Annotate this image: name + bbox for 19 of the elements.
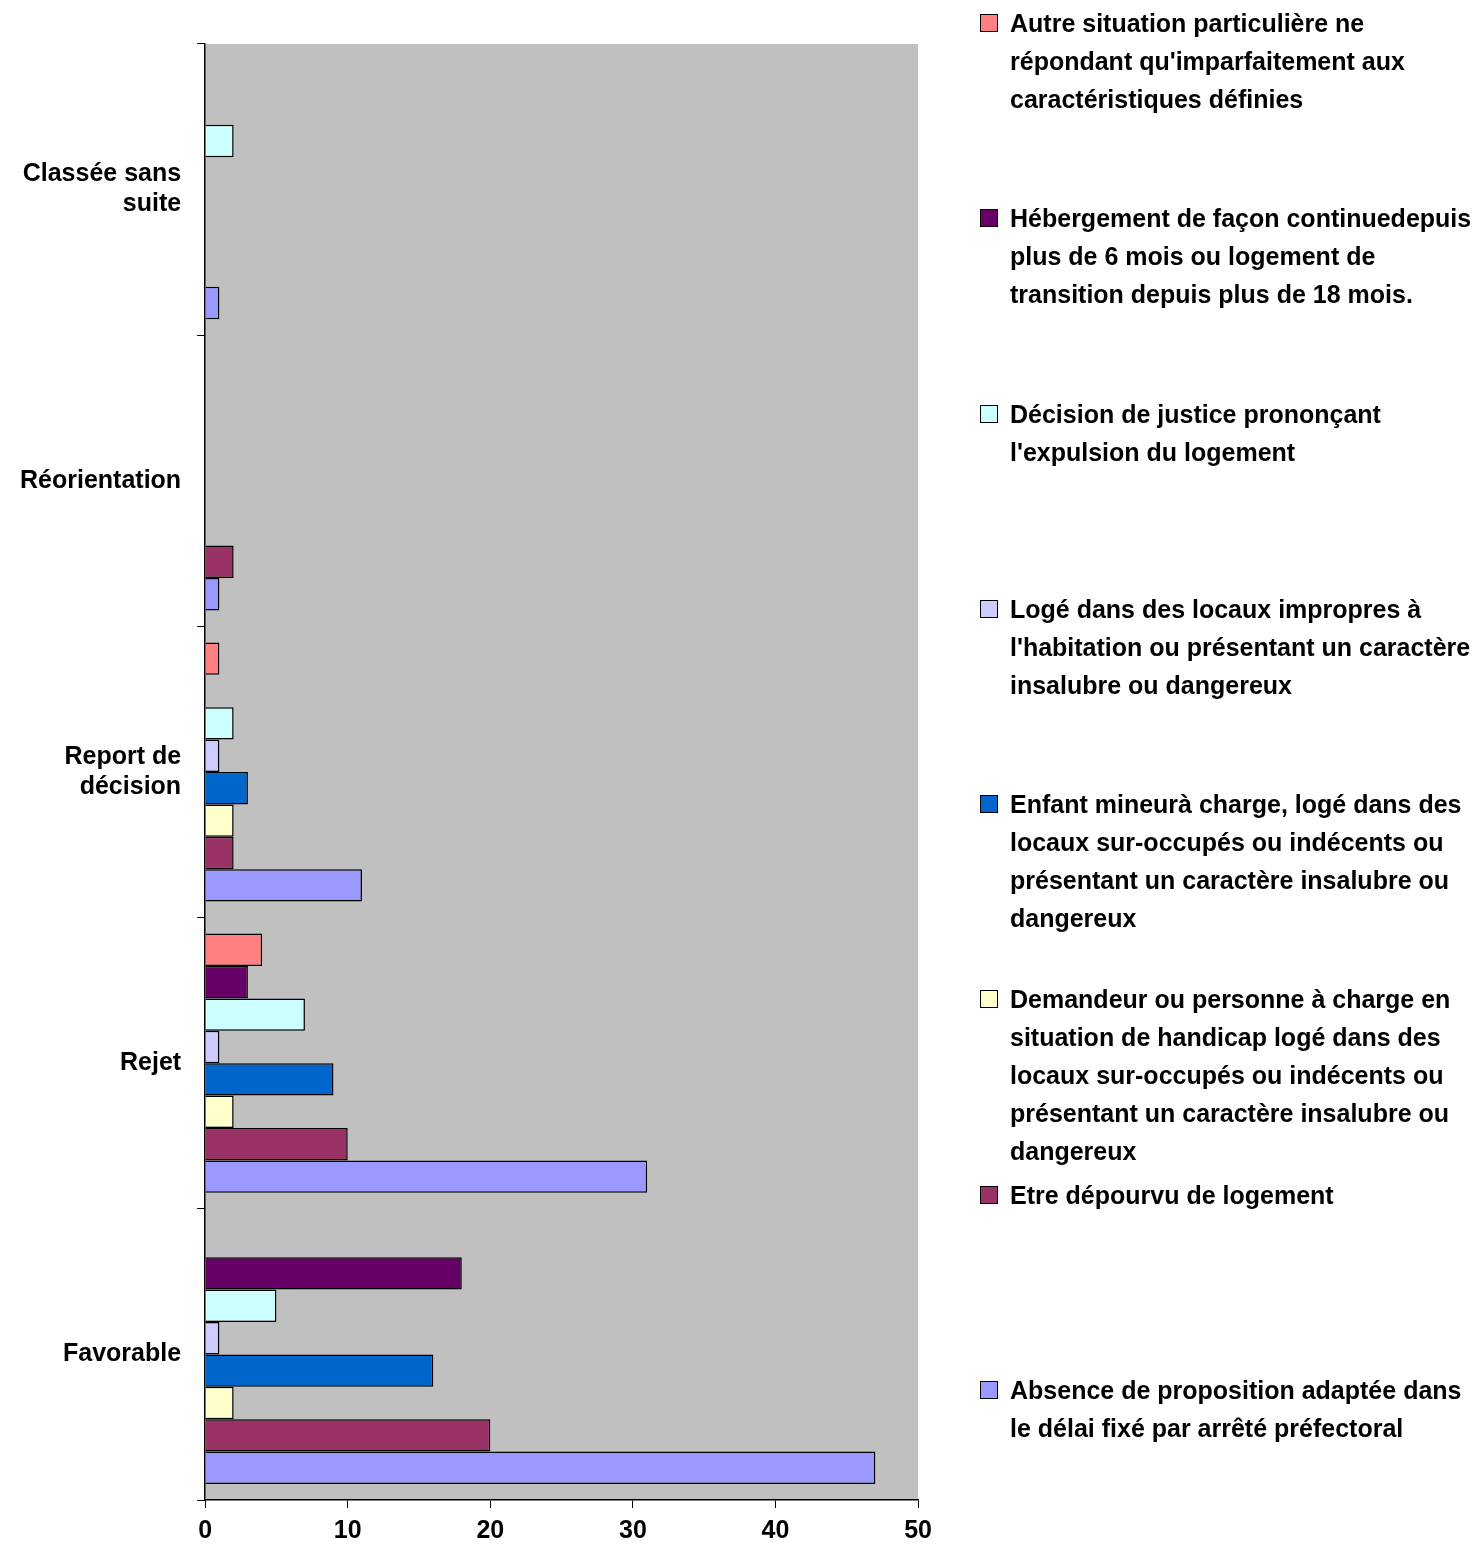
- y-tick-label: Report de décision: [64, 740, 182, 799]
- x-tick-label: 10: [333, 1514, 362, 1543]
- x-tick-label: 20: [476, 1514, 505, 1543]
- legend-label: Autre situation particulière ne répondant qu'imparfaitement aux caractéristiques définies: [1010, 8, 1406, 115]
- legend-label: Décision de justice prononçant l'expulsion du logement: [1010, 398, 1382, 468]
- y-tick-label: Rejet: [119, 1047, 182, 1076]
- legend-label: Hébergement de façon continuedepuis plus de 6 mois ou logement de transition depuis plus de 18 mois.: [1010, 203, 1473, 311]
- x-tick-label: 30: [619, 1514, 647, 1543]
- x-tick-label: 0: [198, 1514, 213, 1543]
- y-tick-label: Favorable: [63, 1338, 182, 1367]
- legend-label: Demandeur ou personne à charge en situation de handicap logé dans des locaux sur-occupés ou indécents ou présentant un caractère insalubre ou dangereux: [1010, 984, 1452, 1168]
- y-tick-label: Classée sans suite: [22, 158, 182, 217]
- y-tick-label: Réorientation: [20, 464, 182, 493]
- x-tick-label: 50: [904, 1514, 932, 1543]
- legend-label: Absence de proposition adaptée dans le délai fixé par arrêté préfectoral: [1010, 1374, 1463, 1444]
- legend-label: Enfant mineurà charge, logé dans des locaux sur-occupés ou indécents ou présentant un caractère insalubre ou dangereux: [1010, 789, 1463, 934]
- x-tick-label: 40: [761, 1514, 790, 1543]
- legend-label: Logé dans des locaux impropres à l'habitation ou présentant un caractère insalubre ou dangereux: [1010, 593, 1472, 701]
- legend-label: Etre dépourvu de logement: [1010, 1179, 1334, 1211]
